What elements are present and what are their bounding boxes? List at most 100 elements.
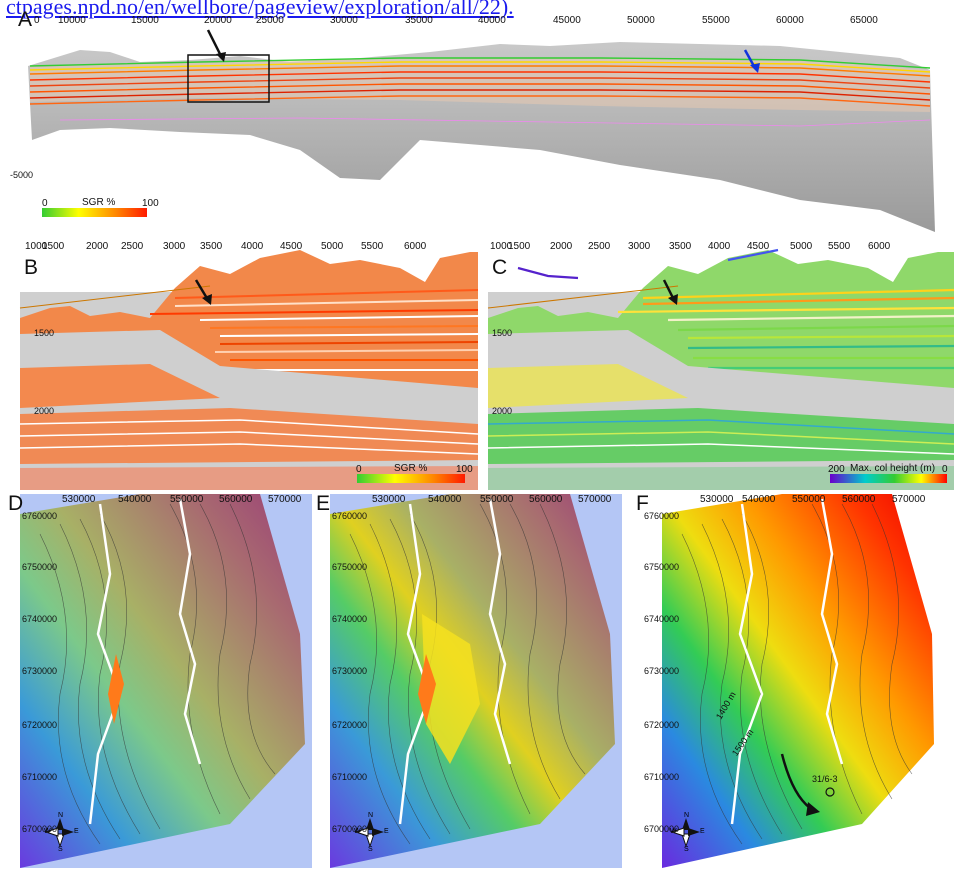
panel-a-y-tick: -5000 [10,170,34,180]
panel-a-tick: 30000 [330,15,358,26]
panel-d-label: D [8,492,24,515]
panel-a-colorbar-title: SGR % [82,197,116,208]
panel-a-tick: 0 [34,15,40,26]
panel-a-tick: 45000 [553,15,581,26]
panel-c-tick: 2000 [550,241,573,252]
panel-c-tick: 4500 [747,241,770,252]
panel-f-y-tick: 6750000 [644,562,680,572]
panel-d-y-tick: 6730000 [22,666,58,676]
compass-rose: N S E W [670,812,705,853]
panel-a-tick: 10000 [58,15,86,26]
compass-e-label: E [700,828,705,835]
panel-f-tick: 540000 [742,494,776,505]
panel-c-seismic-section [487,248,955,490]
panel-f-map [642,494,942,868]
panel-f-y-tick: 6720000 [644,720,680,730]
panel-c-tick: 3000 [628,241,651,252]
panel-a-colorbar-max: 100 [142,198,159,209]
compass-rose: N S E W [44,812,79,853]
compass-n-label: N [58,812,64,819]
panel-e-map [330,494,622,868]
panel-e-tick: 540000 [428,494,462,505]
panel-b-colorbar-max: 100 [456,464,473,475]
panel-e-label: E [316,492,331,515]
panel-b-y-tick: 2000 [34,406,55,416]
panel-c-tick: 3500 [669,241,692,252]
compass-w-label: W [670,828,677,835]
panel-b-tick: 6000 [404,241,427,252]
panel-d-y-tick: 6700000 [22,824,58,834]
panel-f-tick: 570000 [892,494,926,505]
panel-f-y-tick: 6700000 [644,824,680,834]
panel-c-tick: 1000 [490,241,513,252]
panel-b-tick: 1000 [25,241,48,252]
panel-f-y-tick: 6760000 [644,511,680,521]
panel-a-tick: 35000 [405,15,433,26]
panel-f-tick: 550000 [792,494,826,505]
panel-d-y-tick: 6710000 [22,772,58,782]
panel-d-map [20,494,312,868]
compass-e-label: E [74,828,79,835]
panel-f-y-tick: 6740000 [644,614,680,624]
panel-d-tick: 540000 [118,494,152,505]
panel-f-y-tick: 6730000 [644,666,680,676]
panel-d-tick: 560000 [219,494,253,505]
panel-a-tick: 25000 [256,15,284,26]
panel-a-label: A [18,8,33,31]
panel-d-y-tick: 6760000 [22,511,58,521]
panel-f-y-tick: 6710000 [644,772,680,782]
panel-e-tick: 530000 [372,494,406,505]
panel-b-seismic-section [19,250,478,490]
panel-d: D 530000 540000 550000 560000 570000 676… [8,492,312,868]
panel-e-y-tick: 6700000 [332,824,368,834]
panel-a-tick: 60000 [776,15,804,26]
panel-c-tick: 6000 [868,241,891,252]
panel-b-tick: 3000 [163,241,186,252]
panel-e-y-tick: 6750000 [332,562,368,572]
compass-s-label: S [684,846,689,853]
panel-c-tick: 5000 [790,241,813,252]
panel-b-tick: 5000 [321,241,344,252]
panel-c-tick: 2500 [588,241,611,252]
panel-e-y-tick: 6760000 [332,511,368,521]
panel-f-label: F [636,492,649,515]
panel-a-tick: 15000 [131,15,159,26]
compass-e-label: E [384,828,389,835]
panel-a-seismic-section [28,29,935,232]
well-label: 31/6-3 [812,774,838,784]
panel-b-tick: 2000 [86,241,109,252]
panel-a-tick: 20000 [204,15,232,26]
panel-b-colorbar-title: SGR % [394,463,428,474]
compass-s-label: S [368,846,373,853]
panel-d-tick: 570000 [268,494,302,505]
panel-e-tick: 550000 [480,494,514,505]
panel-a-colorbar-min: 0 [42,198,48,209]
panel-e-y-tick: 6730000 [332,666,368,676]
panel-f: F 530000 540000 550000 560000 570000 676… [636,492,942,868]
panel-f-tick: 560000 [842,494,876,505]
panel-d-tick: 530000 [62,494,96,505]
panel-e-tick: 570000 [578,494,612,505]
panel-f-tick: 530000 [700,494,734,505]
panel-b-tick: 5500 [361,241,384,252]
panel-b-top-axis: 1000 1500 2000 2500 3000 3500 4000 4500 … [0,241,478,255]
panel-b-tick: 4500 [280,241,303,252]
panel-b-label: B [24,256,39,279]
panel-b-tick: 2500 [121,241,144,252]
compass-w-label: W [44,828,51,835]
panel-d-tick: 550000 [170,494,204,505]
panel-d-y-tick: 6740000 [22,614,58,624]
panel-a-tick: 40000 [478,15,506,26]
panel-e-tick: 560000 [529,494,563,505]
panel-c-y-tick: 2000 [492,406,513,416]
panel-c: C 1000 1500 2000 2500 3000 3500 4000 450… [478,238,956,490]
panel-d-y-tick: 6750000 [22,562,58,572]
compass-n-label: N [684,812,690,819]
compass-rose: N S E W [354,812,389,853]
panel-e-y-tick: 6740000 [332,614,368,624]
caption-link-fragment[interactable]: ctpages.npd.no/en/wellbore/pageview/expl… [6,0,514,19]
panel-e-y-tick: 6710000 [332,772,368,782]
panel-e: E 530000 540000 550000 560000 570000 676… [316,492,622,868]
panel-b-colorbar-min: 0 [356,464,362,475]
panel-c-colorbar-min: 200 [828,464,845,475]
